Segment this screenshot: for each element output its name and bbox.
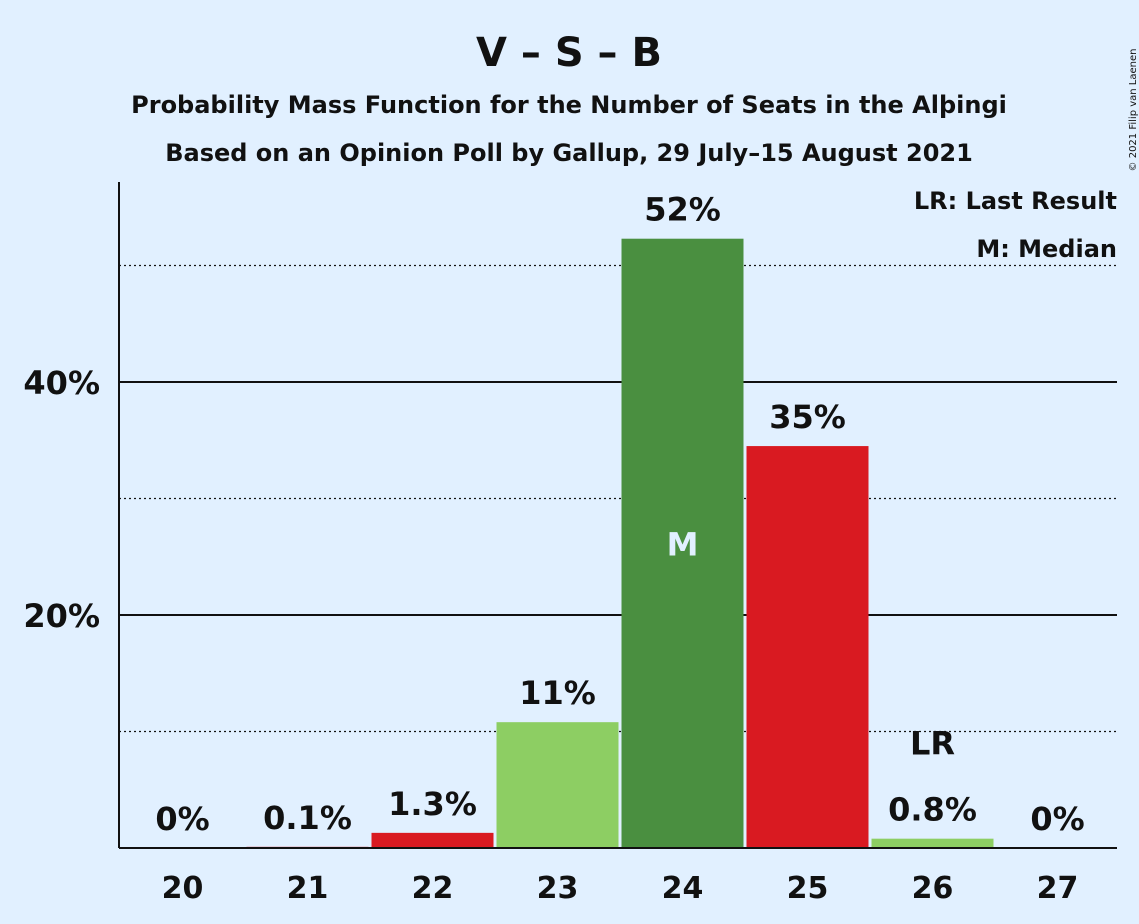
y-tick-20: 20% xyxy=(23,597,100,635)
data-label-23: 11% xyxy=(519,674,596,712)
bars xyxy=(246,238,994,848)
x-tick-26: 26 xyxy=(912,871,954,906)
bar-25 xyxy=(746,446,869,848)
x-tick-22: 22 xyxy=(412,871,454,906)
bar-26 xyxy=(871,838,994,848)
data-label-21: 0.1% xyxy=(263,799,352,837)
data-label-26: 0.8% xyxy=(888,791,977,829)
chart-title: V – S – B xyxy=(476,30,662,76)
data-label-24: 52% xyxy=(644,191,721,229)
x-tick-25: 25 xyxy=(787,871,829,906)
chart-subtitle-line-1: Probability Mass Function for the Number… xyxy=(131,91,1007,119)
axes: 20% 40% xyxy=(23,182,1117,849)
x-tick-27: 27 xyxy=(1037,871,1079,906)
bar-23 xyxy=(496,722,619,848)
x-tick-20: 20 xyxy=(162,871,204,906)
bar-24 xyxy=(621,238,744,848)
legend-last-result: LR: Last Result xyxy=(914,187,1117,215)
y-tick-40: 40% xyxy=(23,364,100,402)
data-label-25: 35% xyxy=(769,398,846,436)
data-label-20: 0% xyxy=(155,800,209,838)
data-labels: 0% 20 0.1% 21 1.3% 22 11% 23 52% 24 35% 25 0.8% 26 0% 2… xyxy=(155,191,1084,906)
last-result-marker: LR xyxy=(910,725,955,763)
copyright-note: © 2021 Filip van Laenen xyxy=(1128,49,1139,172)
x-tick-24: 24 xyxy=(662,871,704,906)
legend-median: M: Median xyxy=(976,235,1117,263)
chart-subtitle-line-2: Based on an Opinion Poll by Gallup, 29 J… xyxy=(165,139,973,167)
grid-lines xyxy=(119,264,1117,733)
bar-22 xyxy=(371,832,494,848)
x-tick-23: 23 xyxy=(537,871,579,906)
data-label-27: 0% xyxy=(1030,800,1084,838)
x-tick-21: 21 xyxy=(287,871,329,906)
median-marker: M xyxy=(667,525,699,563)
data-label-22: 1.3% xyxy=(388,785,477,823)
